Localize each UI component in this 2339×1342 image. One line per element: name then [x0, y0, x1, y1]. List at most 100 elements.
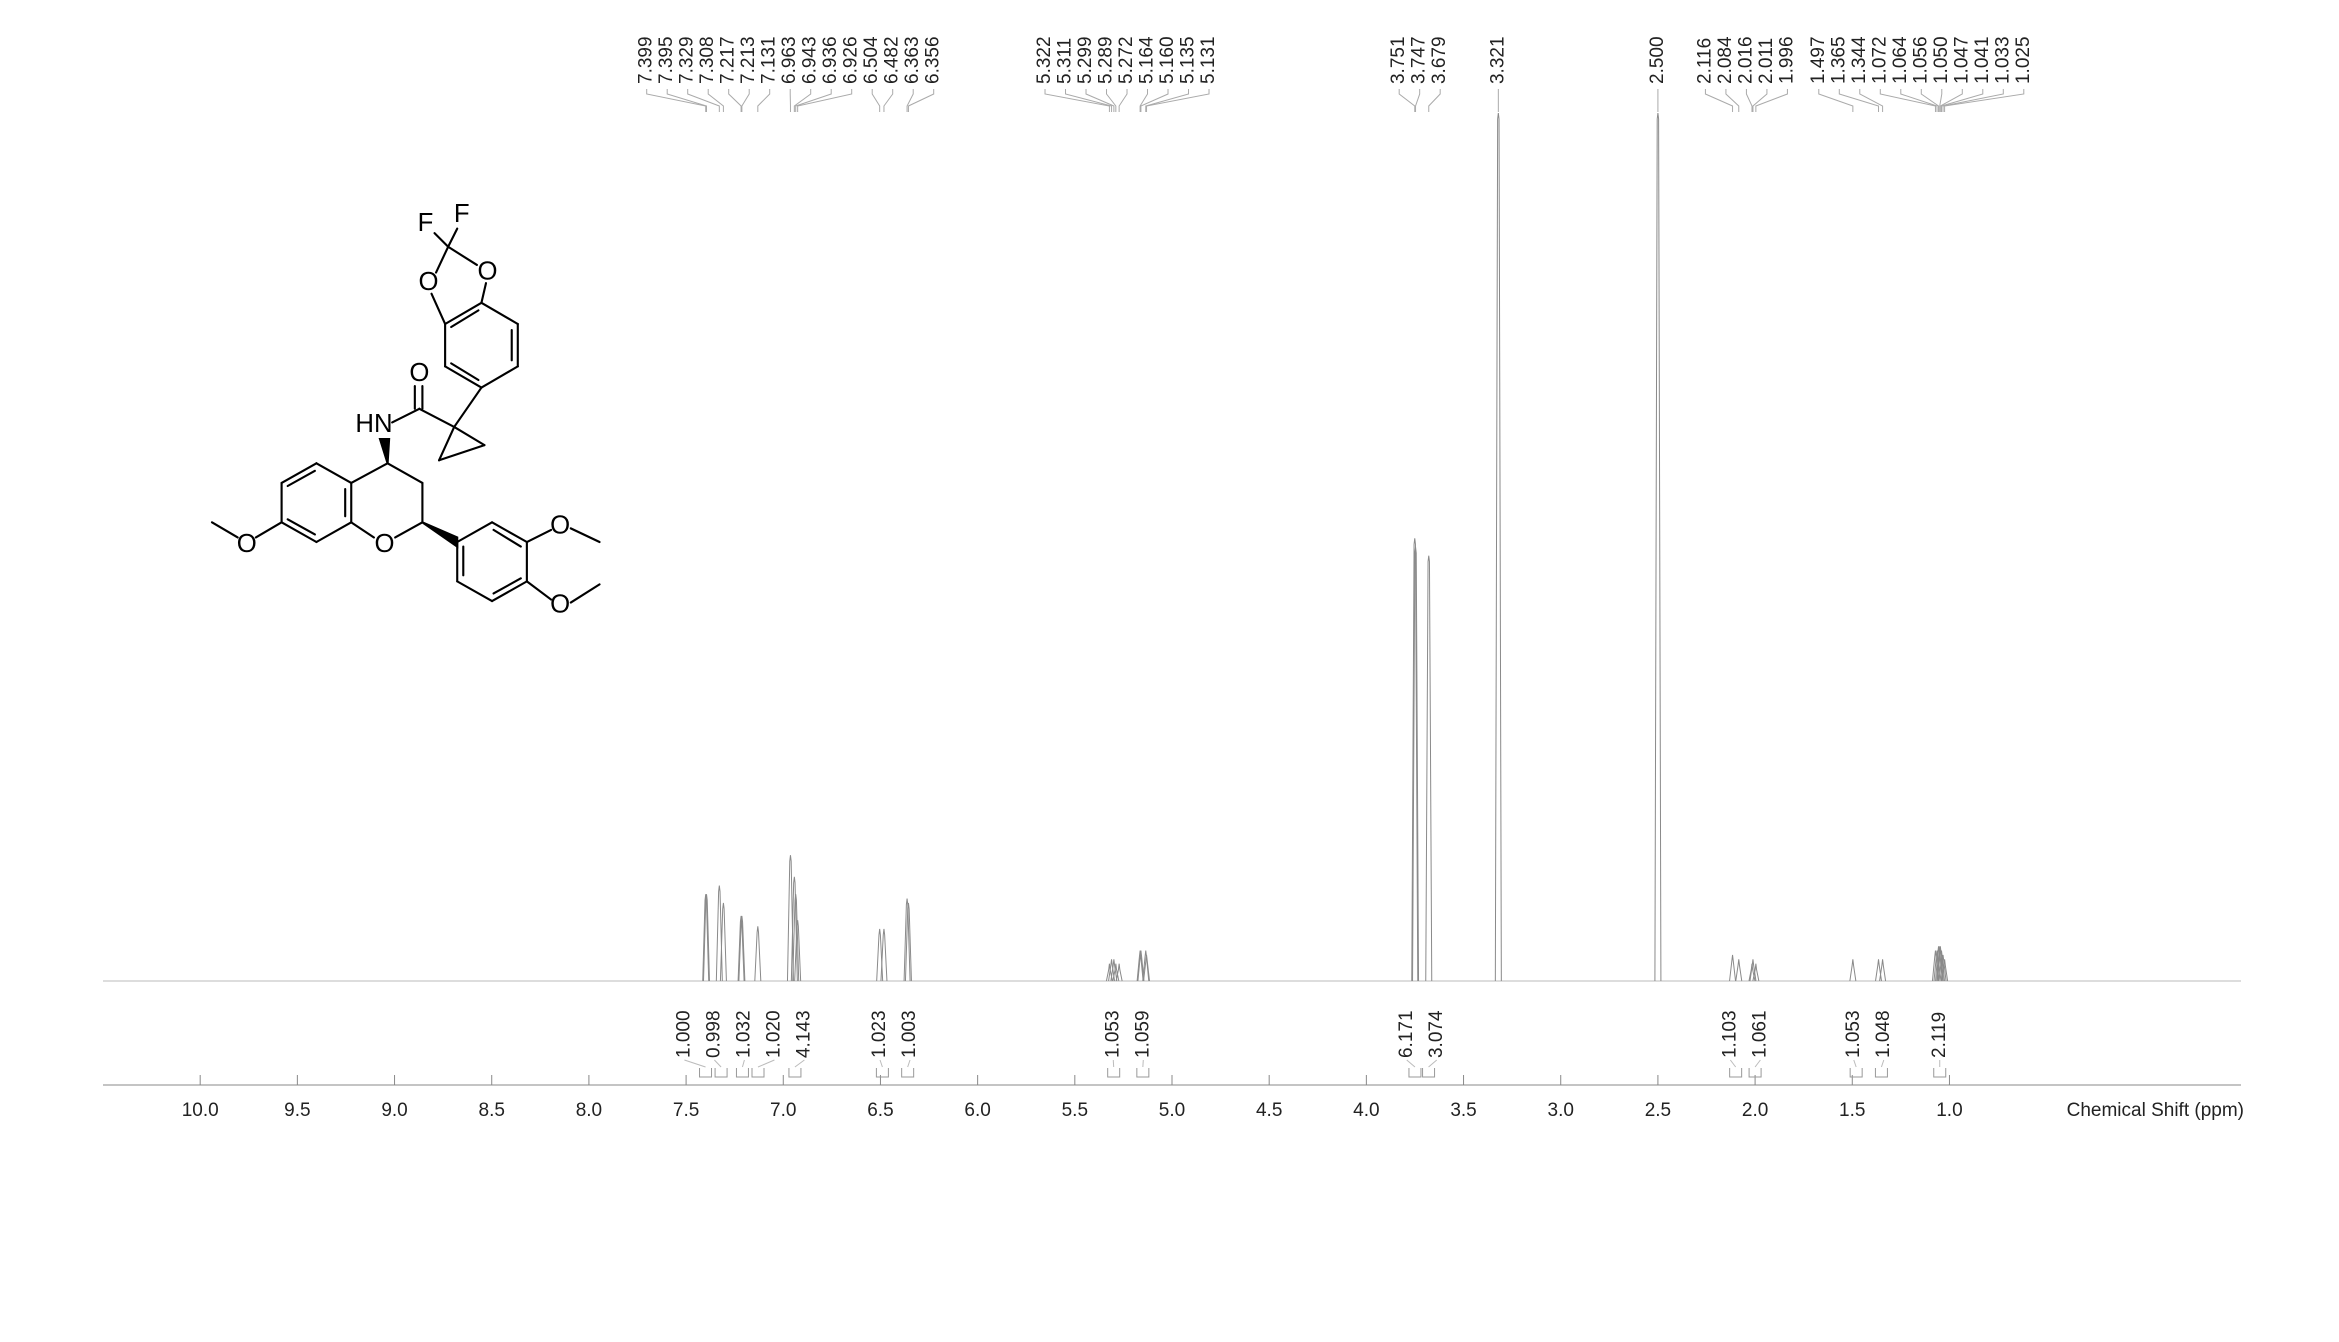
peak-label-connector	[1745, 89, 1753, 112]
peak	[1735, 959, 1743, 982]
peak-label: 7.131	[759, 36, 780, 84]
x-tick-label: 3.0	[1548, 1100, 1574, 1121]
peak-label-connector	[687, 89, 720, 112]
peak-label-connector	[646, 89, 707, 112]
integral-connector	[1729, 1059, 1737, 1068]
x-tick-label: 8.5	[479, 1100, 505, 1121]
peak-label: 5.289	[1096, 36, 1117, 84]
peak	[786, 855, 794, 982]
integral-bracket	[714, 1068, 728, 1078]
x-tick-label: 10.0	[182, 1100, 219, 1121]
peak-label-connector	[1879, 89, 1936, 112]
peak-label: 6.482	[882, 36, 903, 84]
integral-label: 1.048	[1873, 1010, 1894, 1058]
integral-bracket	[1422, 1068, 1436, 1078]
peak-label: 7.395	[656, 36, 677, 84]
peak-label-connector	[728, 89, 742, 112]
peak-label: 5.131	[1198, 36, 1219, 84]
integral-connector	[1406, 1059, 1416, 1068]
peak-label-connector	[883, 89, 894, 112]
peak-label: 1.041	[1972, 36, 1993, 84]
x-tick-label: 6.0	[964, 1100, 990, 1121]
peak-label-connector	[1755, 89, 1788, 112]
peak-label-connector	[757, 89, 771, 112]
integral-bracket	[1874, 1068, 1888, 1078]
peak-label: 5.322	[1034, 36, 1055, 84]
peak-label-connector	[1085, 89, 1115, 112]
integral-label: 1.103	[1719, 1010, 1740, 1058]
peak-label-connector	[1065, 89, 1113, 112]
atom-label: O	[550, 590, 570, 618]
integral-label: 1.023	[869, 1010, 890, 1058]
peak-label: 5.299	[1075, 36, 1096, 84]
peak-label-connector	[1118, 89, 1128, 112]
peak	[1412, 546, 1420, 982]
atom-label: O	[478, 257, 498, 285]
atom-label: F	[418, 209, 434, 237]
integral-label: 1.059	[1132, 1010, 1153, 1058]
integral-bracket	[788, 1068, 802, 1078]
integral-label: 1.000	[673, 1010, 694, 1058]
peak	[1137, 950, 1145, 982]
peak	[1105, 963, 1113, 982]
integral-label: 4.143	[793, 1010, 814, 1058]
peak-label-connector	[797, 89, 853, 112]
peak-label: 1.025	[2013, 36, 2034, 84]
peak	[880, 928, 888, 982]
peak-label: 1.344	[1849, 36, 1870, 84]
peak-label: 1.365	[1828, 36, 1849, 84]
peak-label-connector	[907, 89, 935, 112]
x-tick-label: 7.0	[770, 1100, 796, 1121]
peak-label-connector	[1044, 89, 1110, 112]
peak-label-connector	[1939, 89, 1963, 112]
peak-label: 1.047	[1951, 36, 1972, 84]
peak	[790, 876, 798, 982]
atom-label: O	[550, 512, 570, 540]
integral-connector	[741, 1059, 745, 1068]
integral-connector	[1880, 1059, 1885, 1068]
peak-label: 7.213	[738, 36, 759, 84]
peak-label: 1.996	[1776, 36, 1797, 84]
peak-label: 3.321	[1487, 36, 1508, 84]
peak-label: 5.135	[1178, 36, 1199, 84]
x-tick-label: 8.0	[576, 1100, 602, 1121]
integral-connector	[794, 1059, 805, 1068]
peak-label-connector	[1139, 89, 1149, 112]
peak-label: 1.056	[1910, 36, 1931, 84]
atom-label: HN	[355, 410, 392, 438]
peak-label: 2.500	[1647, 36, 1668, 84]
integral-connector	[684, 1059, 706, 1068]
peak-label: 1.033	[1992, 36, 2013, 84]
peak-label: 5.311	[1055, 38, 1076, 84]
peak	[1879, 959, 1887, 982]
peak-label: 3.751	[1388, 36, 1409, 84]
peak-label: 1.072	[1869, 36, 1890, 84]
x-tick-label: 4.0	[1353, 1100, 1379, 1121]
peak-label-connector	[1920, 89, 1940, 112]
x-tick-label: 5.0	[1159, 1100, 1185, 1121]
peak-label: 6.356	[923, 36, 944, 84]
integral-label: 1.003	[899, 1010, 920, 1058]
peak-label-connector	[1942, 89, 2004, 112]
integral-label: 1.053	[1843, 1010, 1864, 1058]
integral-connector	[1428, 1059, 1438, 1068]
peak-label-connector	[741, 89, 750, 112]
integral-connector	[879, 1059, 883, 1068]
peak-label-connector	[1725, 89, 1740, 112]
integral-label: 1.032	[733, 1010, 754, 1058]
peak	[1425, 555, 1433, 982]
peak-label: 6.363	[902, 36, 923, 84]
x-tick-label: 1.5	[1839, 1100, 1865, 1121]
peak-label-connector	[1752, 89, 1768, 112]
integral-bracket	[1933, 1068, 1947, 1078]
integral-label: 1.061	[1749, 1010, 1770, 1058]
integral-connector	[1754, 1059, 1761, 1068]
peak-label: 6.963	[779, 36, 800, 84]
peak-label: 6.926	[841, 36, 862, 84]
integral-label: 0.998	[703, 1010, 724, 1058]
peak-label: 3.679	[1429, 36, 1450, 84]
peak-label: 2.011	[1756, 38, 1777, 84]
peak-label-connector	[1145, 89, 1190, 112]
peak	[1143, 954, 1151, 982]
